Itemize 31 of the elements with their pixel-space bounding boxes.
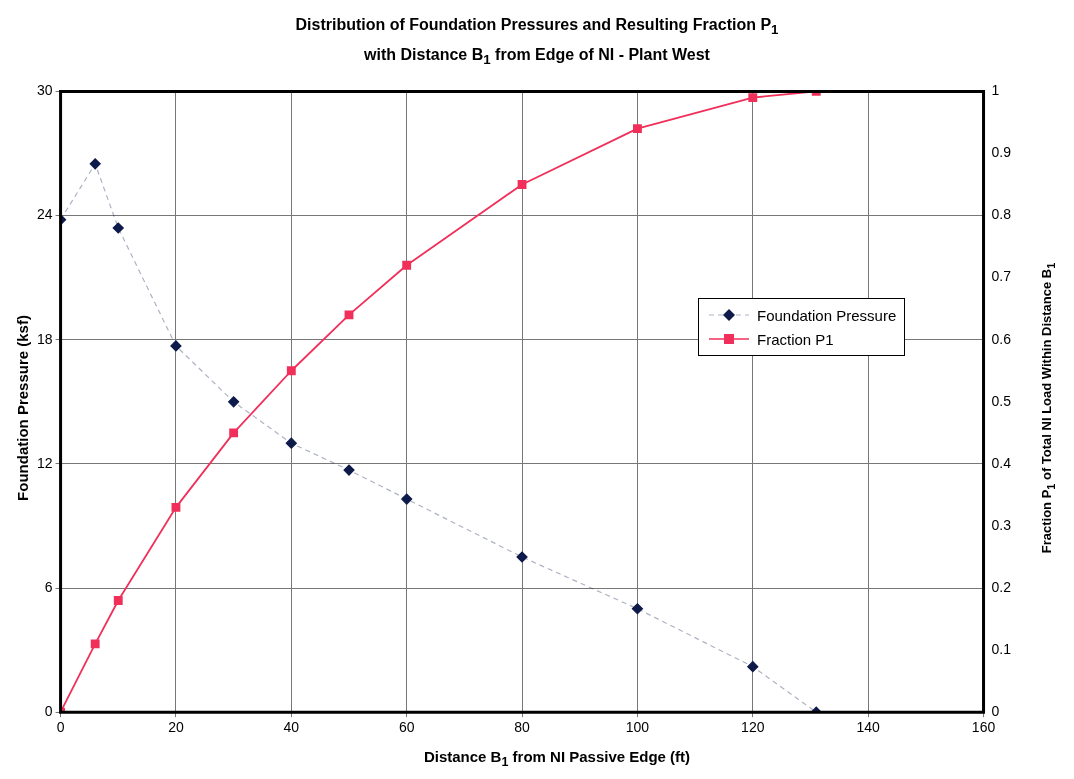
y-tick-label: 18 <box>36 330 53 347</box>
y2-tick-label: 0 <box>991 703 1000 720</box>
y2-tick-label: 0.6 <box>991 330 1012 347</box>
x-tick-label: 40 <box>283 719 300 736</box>
y2-tick-label: 0.9 <box>991 144 1012 161</box>
y-tick-label: 30 <box>36 82 53 99</box>
y2-tick-label: 0.7 <box>991 268 1012 285</box>
y2-tick-label: 1 <box>991 82 1000 99</box>
x-tick-label: 140 <box>856 719 881 736</box>
x-tick-label: 100 <box>625 719 650 736</box>
legend-label: Fraction P1 <box>757 330 834 348</box>
y-tick-label: 6 <box>44 578 53 595</box>
y2-tick-label: 0.4 <box>991 454 1012 471</box>
x-tick-label: 0 <box>56 719 65 736</box>
chart-title: Distribution of Foundation Pressures and Resulting Fraction P$_{1}$ with Distance B$_{1}$ from Edge of NI - Plant West <box>295 16 779 68</box>
y2-tick-label: 0.3 <box>991 516 1012 533</box>
x-tick-label: 160 <box>971 719 996 736</box>
legend-label: Foundation Pressure <box>757 306 897 324</box>
y-tick-label: 24 <box>36 206 53 223</box>
x-tick-label: 20 <box>168 719 184 736</box>
y2-tick-label: 0.2 <box>991 578 1012 595</box>
x-axis-title: Distance B$_{1}$ from NI Passive Edge (ft) <box>422 748 692 769</box>
x-tick-label: 80 <box>514 719 531 736</box>
y2-tick-label: 0.1 <box>991 640 1012 657</box>
y-tick-label: 0 <box>44 703 53 720</box>
y2-tick-label: 0.8 <box>991 206 1012 223</box>
x-tick-label: 60 <box>398 719 415 736</box>
x-tick-label: 120 <box>741 719 765 736</box>
y-tick-label: 12 <box>36 454 53 471</box>
y2-tick-label: 0.5 <box>991 392 1012 409</box>
y-axis-title: Foundation Pressure (ksf) <box>13 315 31 501</box>
